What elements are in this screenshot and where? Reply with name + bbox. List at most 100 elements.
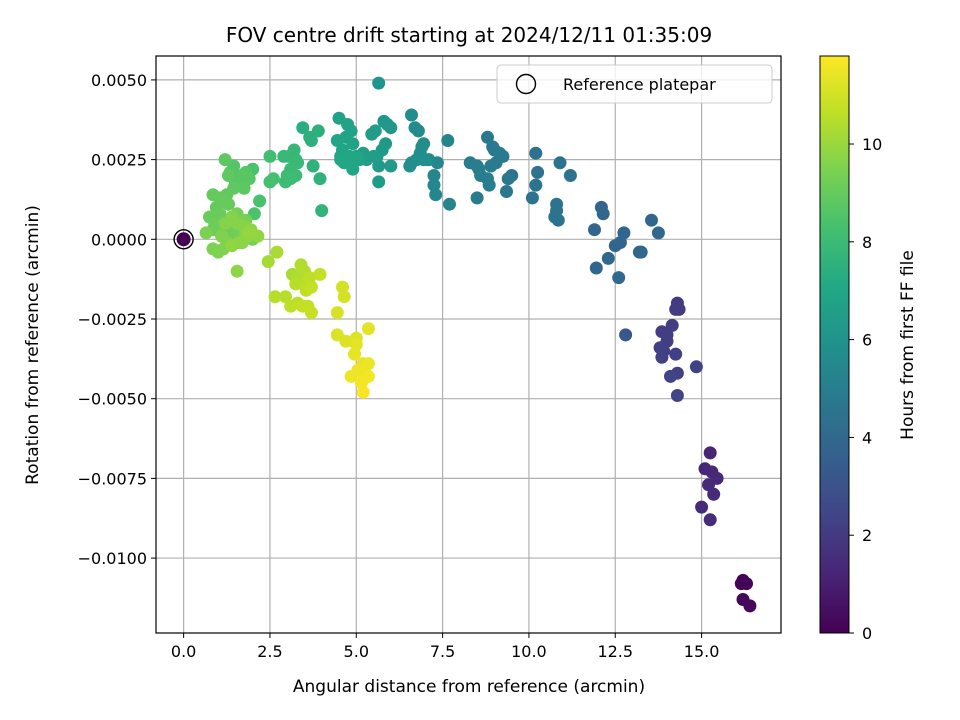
y-tick-label: −0.0025: [78, 310, 147, 329]
data-point: [672, 302, 686, 316]
data-point: [481, 172, 494, 186]
data-point: [222, 197, 235, 211]
data-point: [472, 162, 486, 176]
plot-area: 0.0 2.5 5.0 7.5 10.0 12.5 15.0 0.00500.00250.0…: [78, 55, 782, 661]
x-axis-label: Angular distance from reference (arcmin): [293, 677, 645, 697]
x-tick-label: 5.0: [344, 642, 369, 661]
data-point: [703, 513, 717, 527]
data-point: [270, 245, 284, 259]
data-point: [531, 165, 545, 179]
data-point: [334, 153, 348, 167]
data-point: [296, 121, 310, 135]
data-point: [501, 172, 515, 186]
y-tick-label: 0.0050: [91, 71, 147, 90]
colorbar-label: Hours from first FF file: [898, 250, 918, 440]
data-point: [734, 577, 748, 591]
data-point: [237, 181, 251, 195]
chart-title: FOV centre drift starting at 2024/12/11 …: [226, 23, 712, 47]
y-axis-ticks: 0.0050 0.0025 0.0000 −0.0025 −0.0050 −0.0075 −…: [78, 71, 156, 568]
x-tick-label: 7.5: [430, 642, 455, 661]
data-point: [279, 290, 292, 304]
colorbar-tick-label: 10: [862, 135, 882, 154]
data-point: [284, 172, 298, 186]
data-point: [470, 191, 484, 205]
data-point: [384, 159, 398, 173]
data-point: [222, 169, 235, 182]
data-point: [330, 306, 344, 320]
data-point: [242, 226, 256, 240]
data-point: [268, 290, 282, 304]
data-point: [411, 124, 425, 138]
colorbar-tick-label: 4: [862, 428, 872, 447]
data-point: [372, 159, 386, 173]
data-point: [344, 369, 358, 383]
data-point: [313, 267, 327, 281]
plot-frame: [155, 55, 782, 634]
data-point: [695, 500, 709, 514]
data-point: [361, 322, 375, 336]
colorbar-tick-label: 8: [862, 233, 872, 252]
colorbar-ticks: 0 2 4 6 8 10: [849, 135, 882, 643]
data-point: [346, 137, 360, 151]
data-point: [612, 271, 626, 285]
x-tick-label: 0.0: [171, 642, 196, 661]
data-point: [206, 188, 220, 202]
legend: Reference platepar: [496, 64, 773, 104]
data-point: [418, 153, 432, 167]
colorbar-tick-label: 2: [862, 526, 872, 545]
data-point: [337, 290, 351, 304]
legend-marker-icon: [515, 73, 537, 95]
data-points: [199, 76, 757, 613]
data-point: [427, 169, 441, 182]
reference-marker: [173, 229, 194, 250]
colorbar-frame: [819, 55, 850, 634]
data-point: [645, 213, 658, 227]
colorbar-tick-label: 0: [862, 624, 872, 643]
data-point: [634, 245, 648, 259]
data-point: [670, 389, 684, 402]
data-point: [441, 134, 455, 147]
x-tick-label: 12.5: [597, 642, 633, 661]
data-point: [372, 175, 386, 189]
data-point: [551, 213, 565, 227]
data-point: [367, 149, 380, 163]
data-point: [263, 175, 277, 189]
y-tick-label: 0.0000: [91, 230, 147, 249]
data-point: [596, 207, 610, 221]
data-point: [405, 108, 418, 122]
data-point: [372, 76, 386, 90]
reference-data-point: [176, 232, 191, 247]
data-point: [529, 146, 543, 160]
data-point: [306, 159, 320, 173]
data-point: [427, 178, 441, 192]
data-point: [655, 350, 669, 364]
y-tick-label: −0.0050: [78, 390, 147, 409]
data-point: [261, 255, 275, 269]
data-point: [525, 191, 539, 205]
legend-entry-reference: Reference platepar: [563, 75, 716, 94]
data-point: [356, 385, 370, 399]
y-axis-label: Rotation from reference (arcmin): [23, 205, 43, 485]
colorbar-gradient: [820, 56, 849, 633]
data-point: [651, 226, 665, 240]
data-point: [665, 318, 679, 332]
data-point: [365, 127, 379, 141]
data-point: [689, 360, 703, 374]
data-point: [496, 149, 510, 163]
data-point: [484, 159, 498, 173]
legend-box: [496, 64, 773, 104]
y-tick-label: −0.0100: [78, 549, 147, 568]
data-point: [553, 156, 567, 170]
data-point: [349, 338, 363, 351]
x-tick-label: 15.0: [684, 642, 720, 661]
data-point: [263, 149, 277, 163]
data-point: [664, 369, 677, 383]
y-tick-label: −0.0075: [78, 469, 147, 488]
data-point: [242, 172, 256, 186]
x-tick-label: 10.0: [511, 642, 547, 661]
data-point: [703, 446, 717, 460]
data-point: [500, 185, 513, 198]
data-point: [619, 328, 633, 342]
data-point: [230, 264, 244, 278]
